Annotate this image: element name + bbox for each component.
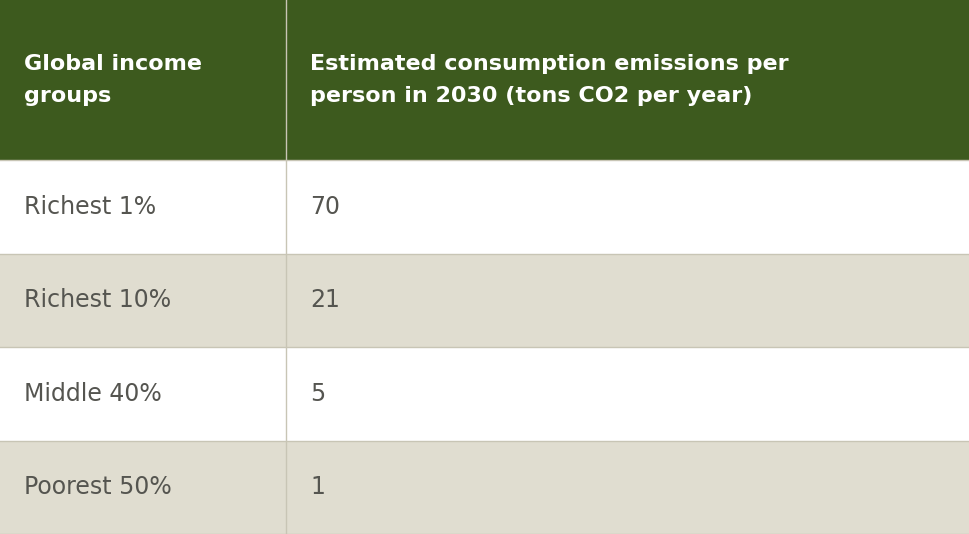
Text: Global income
groups: Global income groups: [24, 54, 203, 106]
Bar: [0, 254, 969, 347]
Bar: [0, 347, 969, 441]
Text: 70: 70: [310, 195, 340, 219]
Text: 1: 1: [310, 475, 325, 499]
Bar: [0, 160, 969, 254]
Text: Estimated consumption emissions per
person in 2030 (tons CO2 per year): Estimated consumption emissions per pers…: [310, 54, 788, 106]
Text: 5: 5: [310, 382, 326, 406]
Bar: [0, 441, 969, 534]
Text: Richest 1%: Richest 1%: [24, 195, 156, 219]
Bar: [0, 0, 969, 160]
Text: Poorest 50%: Poorest 50%: [24, 475, 172, 499]
Text: Richest 10%: Richest 10%: [24, 288, 172, 312]
Text: 21: 21: [310, 288, 340, 312]
Text: Middle 40%: Middle 40%: [24, 382, 162, 406]
